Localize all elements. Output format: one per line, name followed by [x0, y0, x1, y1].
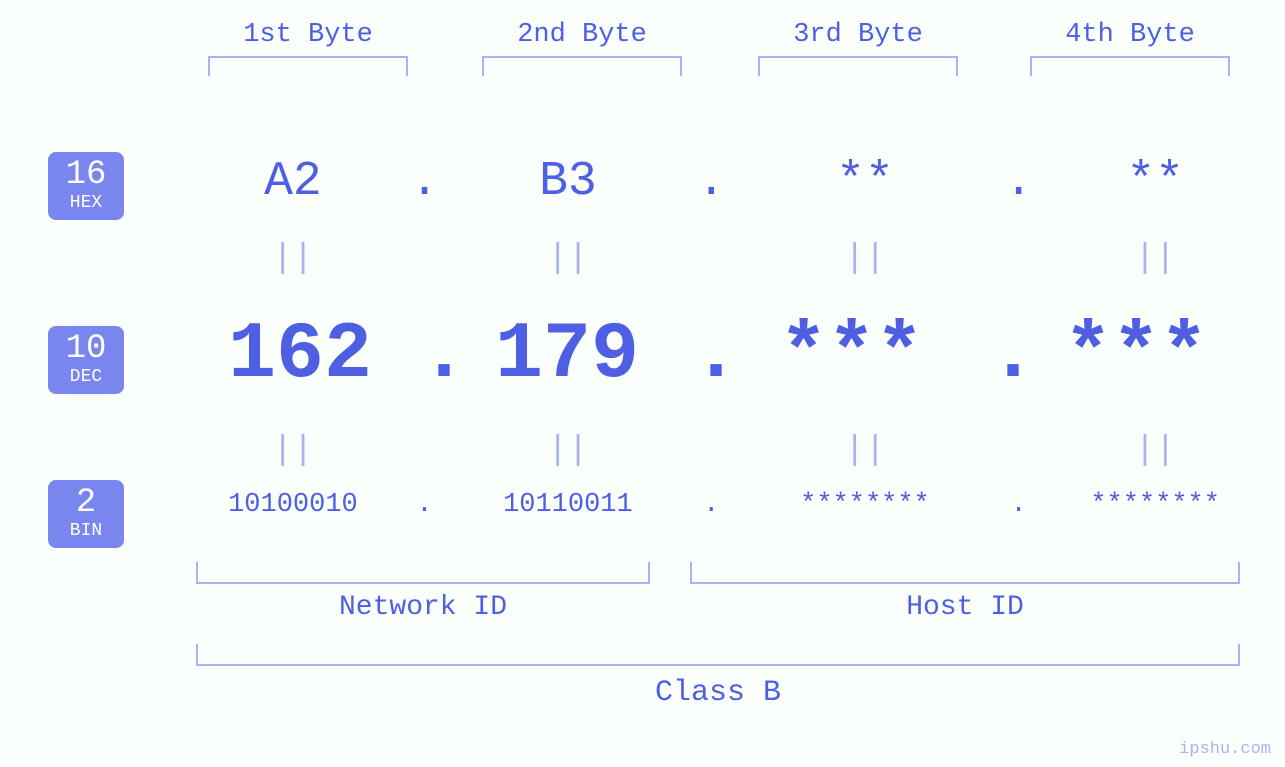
- row-dec: 162 . 179 . *** . ***: [180, 310, 1273, 401]
- network-id-label: Network ID: [196, 592, 650, 623]
- dec-byte-3: ***: [714, 310, 989, 401]
- dec-byte-1: 162: [180, 310, 420, 401]
- equals-icon: ||: [730, 432, 1000, 470]
- bin-byte-2: 10110011: [443, 490, 692, 520]
- watermark: ipshu.com: [1179, 740, 1271, 759]
- byte-header-4-bracket: [1030, 56, 1230, 76]
- network-id-bracket: [196, 562, 650, 584]
- equals-icon: ||: [730, 240, 1000, 278]
- base-badge-bin: 2 BIN: [48, 480, 124, 548]
- hex-byte-3: **: [730, 155, 1000, 209]
- base-badge-dec: 10 DEC: [48, 326, 124, 394]
- byte-header-3: 3rd Byte: [758, 20, 958, 76]
- dot: .: [989, 310, 1011, 401]
- bin-byte-1: 10100010: [180, 490, 406, 520]
- host-id-bracket: [690, 562, 1240, 584]
- base-badge-hex-txt: HEX: [48, 194, 124, 212]
- byte-header-2-bracket: [482, 56, 682, 76]
- byte-header-4-label: 4th Byte: [1030, 20, 1230, 50]
- byte-header-1-label: 1st Byte: [208, 20, 408, 50]
- byte-header-2: 2nd Byte: [482, 20, 682, 76]
- row-equals-top: || || || ||: [180, 240, 1273, 278]
- dot: .: [420, 310, 442, 401]
- dot: .: [693, 155, 730, 209]
- base-badge-dec-num: 10: [48, 332, 124, 366]
- host-id-label: Host ID: [690, 592, 1240, 623]
- equals-icon: ||: [180, 240, 406, 278]
- dot: .: [406, 490, 443, 520]
- bin-byte-4: ********: [1037, 490, 1273, 520]
- equals-icon: ||: [1037, 240, 1273, 278]
- base-badge-bin-num: 2: [48, 486, 124, 520]
- equals-icon: ||: [443, 240, 692, 278]
- class-bracket: [196, 644, 1240, 666]
- byte-header-2-label: 2nd Byte: [482, 20, 682, 50]
- row-bin: 10100010 . 10110011 . ******** . *******…: [180, 490, 1273, 520]
- base-badge-dec-txt: DEC: [48, 368, 124, 386]
- dot: .: [1000, 155, 1037, 209]
- dec-byte-4: ***: [1011, 310, 1261, 401]
- base-badge-hex-num: 16: [48, 158, 124, 192]
- byte-header-3-bracket: [758, 56, 958, 76]
- dec-byte-2: 179: [442, 310, 692, 401]
- byte-header-1: 1st Byte: [208, 20, 408, 76]
- hex-byte-4: **: [1037, 155, 1273, 209]
- dot: .: [1000, 490, 1037, 520]
- hex-byte-1: A2: [180, 155, 406, 209]
- equals-icon: ||: [180, 432, 406, 470]
- dot: .: [693, 490, 730, 520]
- equals-icon: ||: [443, 432, 692, 470]
- row-hex: A2 . B3 . ** . **: [180, 155, 1273, 209]
- dot: .: [406, 155, 443, 209]
- equals-icon: ||: [1037, 432, 1273, 470]
- base-badge-hex: 16 HEX: [48, 152, 124, 220]
- bin-byte-3: ********: [730, 490, 1000, 520]
- row-equals-bottom: || || || ||: [180, 432, 1273, 470]
- class-label: Class B: [196, 676, 1240, 710]
- base-badge-bin-txt: BIN: [48, 522, 124, 540]
- hex-byte-2: B3: [443, 155, 692, 209]
- byte-header-1-bracket: [208, 56, 408, 76]
- byte-header-4: 4th Byte: [1030, 20, 1230, 76]
- dot: .: [692, 310, 714, 401]
- byte-header-3-label: 3rd Byte: [758, 20, 958, 50]
